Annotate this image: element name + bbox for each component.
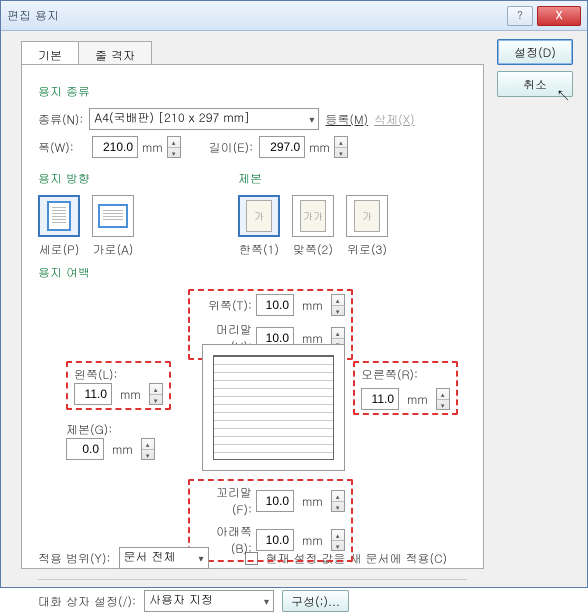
margin-area: 위쪽(T):mm▴▾ 머리말(H):mm▴▾ 왼쪽(L): mm▴▾ 제본(G)… xyxy=(38,289,467,539)
binding-row: 가한쪽(1) 가가맞쪽(2) 가위로(3) xyxy=(238,195,388,258)
binding-flip-button[interactable]: 가 xyxy=(346,195,388,237)
paper-type-select[interactable]: A4(국배판) [210 x 297 mm] xyxy=(89,108,319,130)
right-margin-group: 오른쪽(R): mm▴▾ xyxy=(353,361,458,415)
dialog-settings-select[interactable]: 사용자 지정 xyxy=(144,590,274,612)
close-button[interactable]: X xyxy=(537,6,581,26)
gutter-spinner[interactable]: ▴▾ xyxy=(141,438,155,460)
length-label: 길이(E): xyxy=(209,139,254,156)
width-spinner[interactable]: ▴▾ xyxy=(167,136,181,158)
window-title: 편집 용지 xyxy=(7,7,507,24)
titlebar-buttons: ? X xyxy=(507,6,581,26)
paper-type-row: 종류(N): A4(국배판) [210 x 297 mm] 등록(M) 삭제(X… xyxy=(38,108,467,130)
dimensions-row: 폭(W): mm▴▾ 길이(E): mm▴▾ xyxy=(38,136,467,158)
section-margins: 용지 여백 xyxy=(38,264,467,281)
landscape-label: 가로(A) xyxy=(92,241,134,258)
left-margin-group: 왼쪽(L): mm▴▾ 제본(G): mm▴▾ xyxy=(66,361,171,460)
register-button[interactable]: 등록(M) xyxy=(325,111,368,128)
page-setup-window: 편집 용지 ? X 기본 줄 격자 설정(D) 취소 ↖ 용지 종류 종류(N)… xyxy=(0,0,588,588)
footer-input[interactable] xyxy=(256,490,294,512)
divider xyxy=(38,579,467,580)
width-label: 폭(W): xyxy=(38,139,86,156)
width-input[interactable]: mm▴▾ xyxy=(92,136,181,158)
section-orientation: 용지 방향 xyxy=(38,170,208,187)
cancel-button[interactable]: 취소 xyxy=(497,71,573,97)
orientation-binding: 용지 방향 세로(P) 가로(A) 제본 xyxy=(38,164,467,258)
titlebar: 편집 용지 ? X xyxy=(1,1,587,31)
margin-preview xyxy=(202,344,345,471)
top-spinner[interactable]: ▴▾ xyxy=(331,294,345,316)
dialog-settings-label: 대화 상자 설정(/): xyxy=(38,593,136,610)
panel-basic: 용지 종류 종류(N): A4(국배판) [210 x 297 mm] 등록(M… xyxy=(21,64,484,569)
content: 기본 줄 격자 설정(D) 취소 ↖ 용지 종류 종류(N): A4(국배판) … xyxy=(1,31,587,587)
footer-spinner[interactable]: ▴▾ xyxy=(331,490,345,512)
apply-range-select[interactable]: 문서 전체 xyxy=(119,547,209,569)
landscape-button[interactable] xyxy=(92,195,134,237)
binding-one-button[interactable]: 가 xyxy=(238,195,280,237)
portrait-label: 세로(P) xyxy=(38,241,80,258)
bottom-margin-group: 꼬리말(F):mm▴▾ 아래쪽(B):mm▴▾ xyxy=(188,479,353,562)
right-spinner[interactable]: ▴▾ xyxy=(436,388,450,410)
left-input[interactable] xyxy=(74,383,112,405)
orientation-row: 세로(P) 가로(A) xyxy=(38,195,208,258)
compose-button[interactable]: 구성(;)... xyxy=(282,590,349,612)
delete-button: 삭제(X) xyxy=(374,111,415,128)
help-button[interactable]: ? xyxy=(507,6,533,26)
settings-button[interactable]: 설정(D) xyxy=(497,39,573,65)
type-label: 종류(N): xyxy=(38,111,83,128)
portrait-button[interactable] xyxy=(38,195,80,237)
left-spinner[interactable]: ▴▾ xyxy=(149,383,163,405)
section-binding: 제본 xyxy=(238,170,388,187)
gutter-input[interactable] xyxy=(66,438,104,460)
length-spinner[interactable]: ▴▾ xyxy=(334,136,348,158)
right-input[interactable] xyxy=(361,388,399,410)
side-buttons: 설정(D) 취소 xyxy=(497,39,573,97)
apply-range-label: 적용 범위(Y): xyxy=(38,550,111,567)
bottom-spinner[interactable]: ▴▾ xyxy=(331,529,345,551)
length-input[interactable]: mm▴▾ xyxy=(259,136,348,158)
section-paper-type: 용지 종류 xyxy=(38,83,467,100)
top-input[interactable] xyxy=(256,294,294,316)
bottom-input[interactable] xyxy=(256,529,294,551)
binding-facing-button[interactable]: 가가 xyxy=(292,195,334,237)
dialog-settings-row: 대화 상자 설정(/): 사용자 지정 구성(;)... xyxy=(38,590,467,612)
